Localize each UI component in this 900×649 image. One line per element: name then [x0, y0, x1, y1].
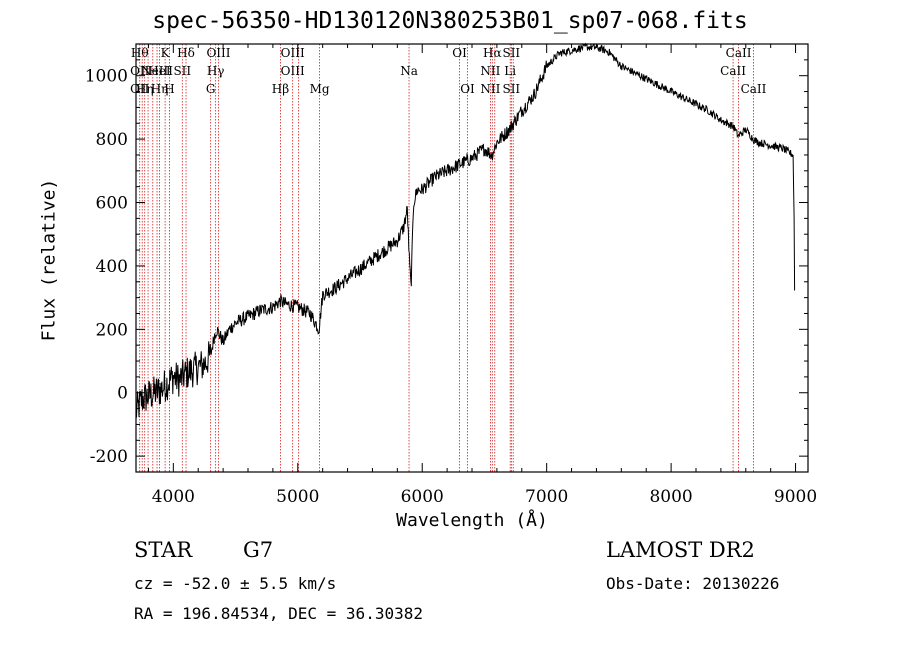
spectral-line-label: H	[164, 82, 174, 96]
spectral-line-label: OII	[130, 82, 150, 96]
x-tick-label: 5000	[276, 487, 319, 507]
spectral-line-label: CaII	[720, 64, 746, 78]
spectral-subclass: G7	[243, 538, 274, 562]
chart-title: spec-56350-HD130120N380253B01_sp07-068.f…	[152, 8, 748, 34]
spectral-line-label: Hβ	[272, 82, 289, 96]
y-tick-label: 600	[96, 194, 128, 214]
spectral-line-label: Hη	[151, 82, 169, 96]
spectral-line-label: Na	[400, 64, 418, 78]
survey-name: LAMOST DR2	[606, 538, 755, 562]
spectral-line-label: Hα	[483, 46, 502, 60]
y-tick-label: 0	[117, 384, 128, 404]
coordinates-readout: RA = 196.84534, DEC = 36.30382	[134, 604, 423, 623]
spectral-line-label: OI	[460, 82, 475, 96]
spectral-line-label: SII	[502, 82, 520, 96]
x-tick-label: 6000	[401, 487, 444, 507]
spectral-line-label: NII	[480, 64, 500, 78]
observation-date: Obs-Date: 20130226	[606, 574, 780, 593]
x-tick-label: 4000	[152, 487, 195, 507]
spectral-line-label: SII	[173, 64, 191, 78]
x-tick-label: 7000	[525, 487, 568, 507]
y-tick-label: 800	[96, 130, 128, 150]
y-tick-label: 1000	[85, 67, 128, 87]
x-axis-label: Wavelength (Å)	[396, 510, 548, 531]
spectral-line-label: K	[161, 46, 171, 60]
spectral-line-label: OII	[130, 64, 150, 78]
spectrum-line	[135, 42, 796, 418]
object-class: STAR	[134, 538, 193, 562]
y-tick-label: 200	[96, 320, 128, 340]
spectral-line-label: HeI	[148, 64, 171, 78]
y-tick-label: -200	[90, 447, 128, 467]
spectral-line-label: Mg	[310, 82, 330, 96]
x-tick-label: 8000	[649, 487, 692, 507]
spectral-line-label: Hδ	[177, 46, 195, 60]
spectral-line-label: OIII	[281, 46, 305, 60]
spectral-line-label: CaII	[741, 82, 767, 96]
y-tick-label: 400	[96, 257, 128, 277]
spectral-line-label: OIII	[281, 64, 305, 78]
spectral-line-label: NeIII	[141, 64, 173, 78]
spectral-line-label: G	[206, 82, 216, 96]
spectral-line-label: NII	[480, 82, 500, 96]
redshift-readout: cz = -52.0 ± 5.5 km/s	[134, 574, 337, 593]
spectral-line-label: Hη	[136, 82, 154, 96]
spectral-line-label: Hγ	[207, 64, 225, 78]
spectral-line-label: Hθ	[131, 46, 149, 60]
spectral-line-label: OI	[452, 46, 467, 60]
spectral-line-label: CaII	[726, 46, 752, 60]
x-tick-label: 9000	[774, 487, 817, 507]
spectral-line-label: Li	[504, 64, 516, 78]
spectral-line-label: OIII	[206, 46, 230, 60]
spectral-line-label: SII	[502, 46, 520, 60]
